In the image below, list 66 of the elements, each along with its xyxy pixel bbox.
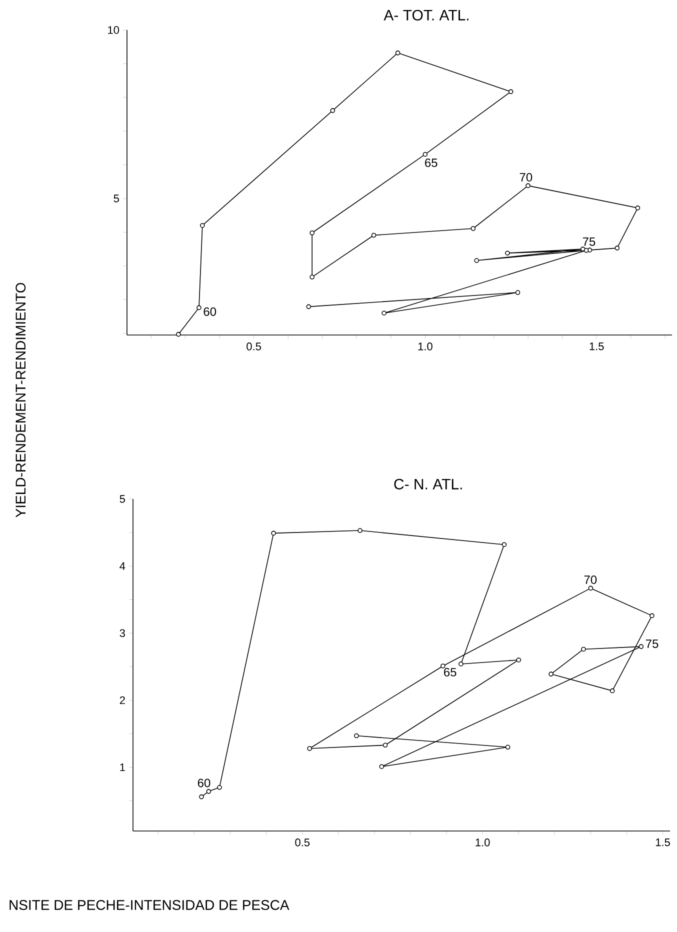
point [580, 246, 586, 252]
point [382, 310, 386, 316]
point [588, 586, 594, 591]
point [379, 764, 384, 770]
point [196, 305, 202, 310]
x-tick-label: 1.5 [590, 342, 604, 350]
point [474, 258, 480, 263]
point [635, 206, 640, 210]
point [176, 332, 181, 337]
point [458, 662, 464, 666]
point [358, 528, 362, 533]
chart-title: A- TOT. ATL. [384, 10, 468, 20]
point [306, 304, 312, 310]
point [330, 108, 336, 113]
annotation: 70 [520, 173, 532, 182]
point [505, 250, 510, 256]
point [515, 290, 520, 295]
point [395, 50, 400, 56]
point [206, 789, 212, 794]
x-tick-label: 0.5 [295, 838, 310, 846]
annotation: 60 [198, 778, 210, 788]
y-tick-label: 10 [108, 26, 120, 34]
point [650, 613, 654, 618]
point [310, 230, 314, 236]
point [584, 248, 589, 253]
point [548, 672, 554, 676]
annotation: 75 [582, 238, 596, 246]
chart-title: C- N. ATL. [394, 478, 462, 490]
point [310, 274, 314, 280]
point [526, 183, 530, 188]
annotation: 65 [444, 668, 456, 676]
annotation: 70 [584, 576, 597, 584]
y-axis-title: YIELD-RENDEMENT-RENDIMIENTO [16, 282, 26, 518]
point [638, 644, 644, 649]
point [581, 646, 586, 652]
y-tick-label: 3 [120, 629, 125, 638]
point [200, 223, 205, 228]
point [508, 89, 514, 94]
point [354, 733, 359, 738]
point [610, 688, 615, 694]
x-tick-label: 0.5 [246, 342, 261, 350]
y-tick-label: 5 [120, 495, 125, 503]
point [382, 742, 388, 748]
annotation: 65 [425, 158, 438, 168]
y-tick-label: 2 [120, 696, 125, 704]
y-tick-label: 5 [114, 194, 119, 202]
y-tick-label: 4 [120, 562, 126, 570]
point [516, 658, 522, 662]
x-tick-label: 1.0 [476, 838, 490, 846]
x-tick-label: 1.5 [656, 838, 670, 846]
point [440, 664, 446, 668]
y-tick-label: 1 [120, 764, 125, 772]
point [271, 530, 276, 536]
x-tick-label: 1.0 [418, 342, 432, 350]
point [505, 744, 510, 750]
point [371, 232, 376, 238]
x-axis-title: NSITE DE PECHE-INTENSIDAD DE PESCA [10, 900, 290, 910]
point [502, 542, 507, 547]
annotation: 60 [204, 307, 216, 316]
annotation: 75 [646, 640, 658, 648]
point [422, 152, 428, 157]
point [307, 746, 312, 751]
point [470, 226, 476, 231]
point [217, 785, 222, 790]
point [614, 246, 620, 250]
point [199, 794, 204, 800]
